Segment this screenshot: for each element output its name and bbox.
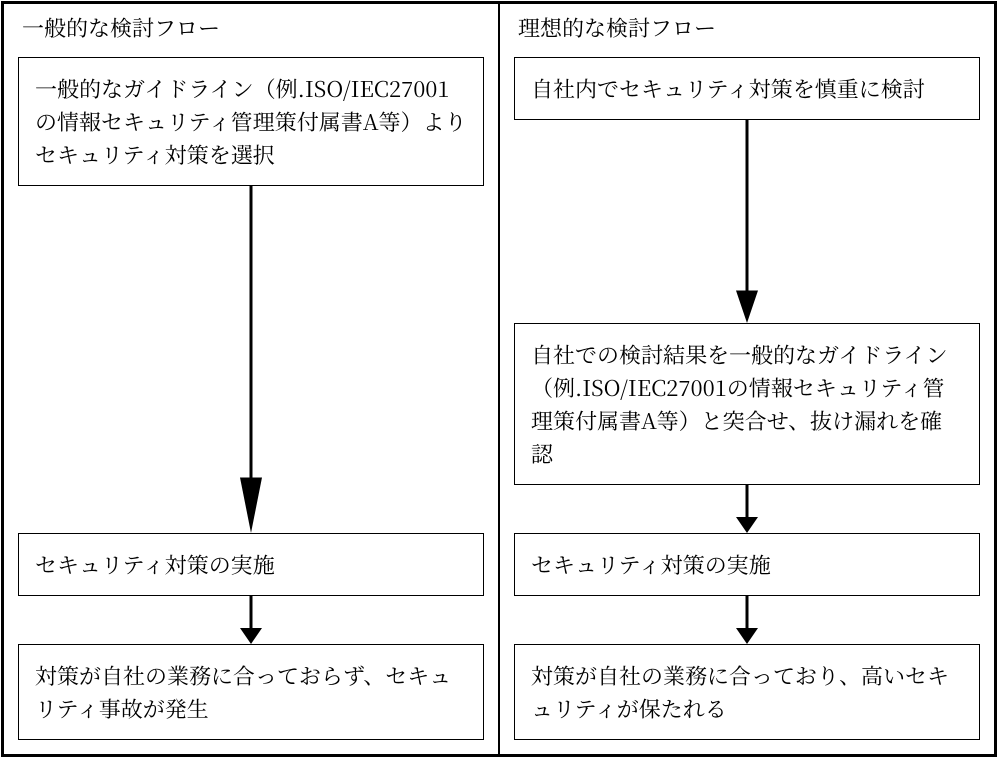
flow-node: セキュリティ対策の実施 xyxy=(514,533,980,596)
column-ideal-flow: 理想的な検討フロー 自社内でセキュリティ対策を慎重に検討 自社での検討結果を一般… xyxy=(500,4,994,754)
arrow-icon xyxy=(514,485,980,533)
diagram-container: 一般的な検討フロー 一般的なガイドライン（例.ISO/IEC27001の情報セキ… xyxy=(1,1,997,757)
column-title: 一般的な検討フロー xyxy=(18,12,484,43)
flow-node: セキュリティ対策の実施 xyxy=(18,533,484,596)
flow-body: 自社内でセキュリティ対策を慎重に検討 自社での検討結果を一般的なガイドライン（例… xyxy=(514,57,980,740)
arrow-icon xyxy=(514,120,980,323)
flow-node: 自社での検討結果を一般的なガイドライン（例.ISO/IEC27001の情報セキュ… xyxy=(514,323,980,485)
arrow-icon xyxy=(514,596,980,644)
flow-node: 一般的なガイドライン（例.ISO/IEC27001の情報セキュリティ管理策付属書… xyxy=(18,57,484,186)
arrow-icon xyxy=(18,596,484,644)
flow-node: 対策が自社の業務に合っており、高いセキュリティが保たれる xyxy=(514,644,980,740)
column-title: 理想的な検討フロー xyxy=(514,12,980,43)
flow-node: 自社内でセキュリティ対策を慎重に検討 xyxy=(514,57,980,120)
flow-node: 対策が自社の業務に合っておらず、セキュリティ事故が発生 xyxy=(18,644,484,740)
flow-body: 一般的なガイドライン（例.ISO/IEC27001の情報セキュリティ管理策付属書… xyxy=(18,57,484,740)
column-general-flow: 一般的な検討フロー 一般的なガイドライン（例.ISO/IEC27001の情報セキ… xyxy=(4,4,500,754)
arrow-icon xyxy=(18,186,484,533)
